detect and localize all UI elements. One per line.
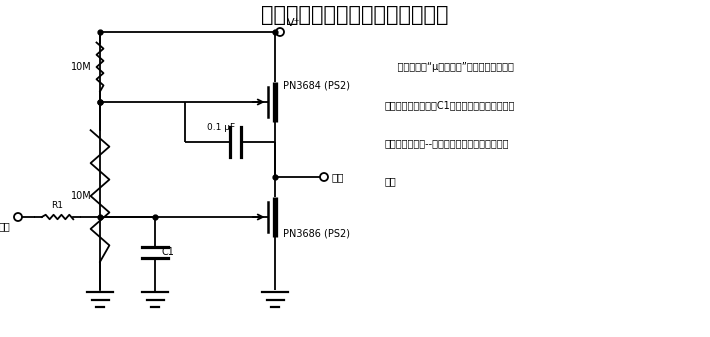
Text: 输入: 输入 bbox=[0, 221, 10, 231]
Text: 数。: 数。 bbox=[385, 176, 397, 186]
Text: PN3684 (PS2): PN3684 (PS2) bbox=[283, 80, 350, 90]
Text: 0.1 μF: 0.1 μF bbox=[207, 123, 235, 132]
Text: C1: C1 bbox=[162, 247, 175, 257]
Text: 10M: 10M bbox=[71, 62, 92, 72]
Text: 10M: 10M bbox=[71, 191, 92, 201]
Text: V⁺: V⁺ bbox=[287, 18, 300, 28]
Text: PN3686 (PS2): PN3686 (PS2) bbox=[283, 229, 350, 239]
Text: 本电路采用“μ型放大器”技术来达到极高的: 本电路采用“μ型放大器”技术来达到极高的 bbox=[385, 62, 514, 72]
Text: 增器，就能使这--简单电路具有非常大的时间常: 增器，就能使这--简单电路具有非常大的时间常 bbox=[385, 138, 510, 148]
Text: 与结型场效应管交流耦合的积分器: 与结型场效应管交流耦合的积分器 bbox=[261, 5, 449, 25]
Text: 电压增益。在电路中C1用作密勒积分器或电容倍: 电压增益。在电路中C1用作密勒积分器或电容倍 bbox=[385, 100, 515, 110]
Text: 输出: 输出 bbox=[332, 172, 344, 182]
Text: R1: R1 bbox=[52, 201, 63, 210]
